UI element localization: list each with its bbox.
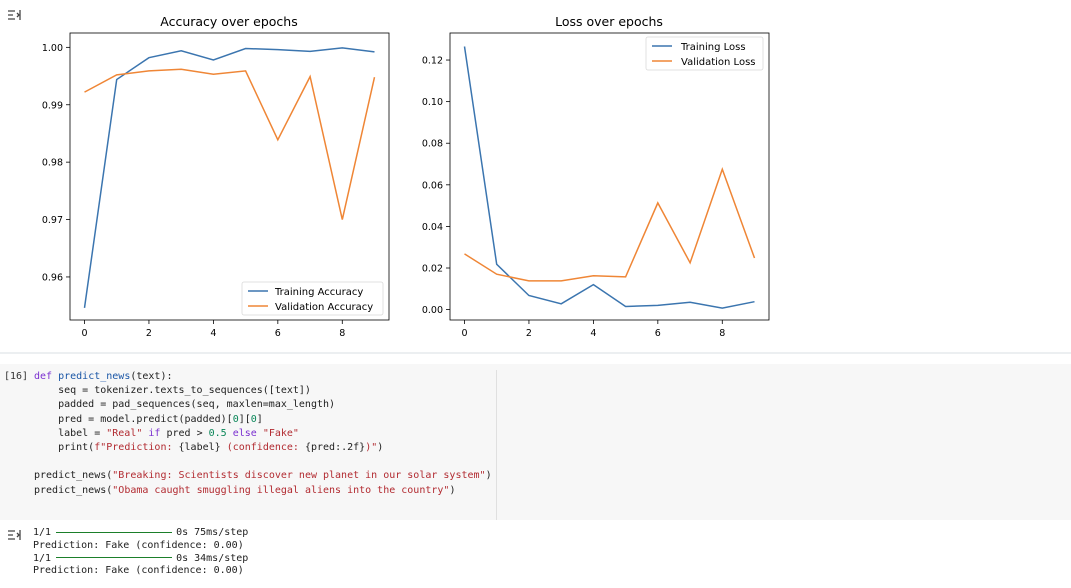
- legend-label-validation: Validation Loss: [681, 57, 756, 68]
- code-token: predict_news(: [34, 470, 113, 482]
- validation-series-line: [464, 166, 756, 282]
- prediction-line: Prediction: Fake (confidence: 0.00): [33, 565, 244, 577]
- y-tick-label: 0.08: [422, 139, 443, 150]
- code-token: predict_news(: [34, 484, 113, 496]
- loss-chart: Loss over epochs 0 2 4 6 8 0.00 0.02 0.04 0.06 0.…: [422, 14, 770, 339]
- x-tick-label: 4: [590, 328, 596, 339]
- y-tick-label: 0.10: [422, 97, 443, 108]
- series-lines: [463, 46, 756, 309]
- code-token: )": [365, 442, 378, 454]
- axis-ticks: 0 2 4 6 8 0.96 0.97 0.98 0.99 1.00: [42, 43, 345, 339]
- code-token: ): [377, 442, 384, 454]
- code-token: 0: [250, 413, 257, 425]
- training-series-line: [463, 46, 755, 309]
- x-tick-label: 2: [146, 328, 152, 339]
- progress-line: 1/1 0s 34ms/step: [33, 553, 248, 566]
- code-token: ][: [238, 413, 251, 425]
- code-token: {label}: [178, 442, 221, 454]
- code-token: f"Prediction:: [94, 442, 179, 454]
- y-tick-label: 0.00: [422, 305, 443, 316]
- x-tick-label: 6: [275, 328, 281, 339]
- y-tick-label: 0.98: [42, 158, 63, 169]
- training-series-line: [83, 47, 375, 309]
- step-count: 1/1: [33, 527, 52, 538]
- code-token: seq = tokenizer.texts_to_sequences([text…: [34, 385, 311, 397]
- editor-ruler: [496, 370, 497, 520]
- code-token: 0.5: [208, 427, 227, 439]
- x-tick-label: 0: [461, 328, 467, 339]
- execution-count[interactable]: [16]: [4, 371, 29, 382]
- y-tick-label: 0.02: [422, 264, 443, 275]
- x-tick-label: 8: [719, 328, 725, 339]
- code-token: "Obama caught smuggling illegal aliens i…: [112, 484, 450, 496]
- legend-label-validation: Validation Accuracy: [275, 302, 373, 313]
- progress-bar: [56, 531, 173, 533]
- validation-series-line: [84, 68, 376, 220]
- y-tick-label: 0.99: [42, 100, 63, 111]
- x-tick-label: 8: [339, 328, 345, 339]
- code-token: if: [142, 427, 167, 439]
- legend: Training Accuracy Validation Accuracy: [241, 281, 384, 316]
- plot-area: [69, 32, 390, 321]
- output-toggle-icon[interactable]: [6, 7, 24, 25]
- x-tick-label: 0: [81, 328, 87, 339]
- code-token: (confidence:: [220, 442, 305, 454]
- progress-bar: [56, 557, 173, 559]
- y-tick-label: 1.00: [42, 43, 63, 54]
- step-time: 0s 75ms/step: [176, 527, 249, 538]
- plot-area: [449, 32, 770, 321]
- code-token: {pred:.2f}: [304, 442, 366, 454]
- y-tick-label: 0.06: [422, 180, 443, 191]
- x-tick-label: 6: [655, 328, 661, 339]
- code-token: padded = pad_sequences(seq, maxlen=max_l…: [34, 399, 336, 411]
- prediction-line: Prediction: Fake (confidence: 0.00): [33, 539, 244, 551]
- code-token: else: [226, 427, 263, 439]
- step-time: 0s 34ms/step: [176, 552, 249, 564]
- cell-divider: [0, 352, 1071, 354]
- progress-line: 1/1 0s 75ms/step: [33, 527, 248, 540]
- code-token: "Fake": [262, 427, 299, 439]
- code-token: ]: [256, 413, 263, 425]
- x-tick-label: 2: [526, 328, 532, 339]
- code-token: print(: [34, 442, 95, 454]
- code-token: pred = model.predict(padded)[: [34, 413, 233, 425]
- chart-title: Loss over epochs: [555, 14, 663, 29]
- y-tick-label: 0.96: [42, 272, 63, 283]
- code-cell[interactable]: [0, 364, 1071, 520]
- legend: Training Loss Validation Loss: [645, 36, 764, 71]
- code-token: "Real": [106, 427, 143, 439]
- code-token: pred >: [166, 427, 209, 439]
- code-token: (text):: [130, 371, 173, 382]
- code-token: def: [34, 371, 59, 382]
- y-tick-label: 0.04: [422, 222, 443, 233]
- chart-title: Accuracy over epochs: [160, 14, 297, 29]
- code-token: ): [485, 470, 492, 482]
- code-token: 0: [232, 413, 239, 425]
- axis-ticks: 0 2 4 6 8 0.00 0.02 0.04 0.06 0.08 0.10 0.12: [422, 56, 725, 339]
- code-editor[interactable]: def predict_news(text): seq = tokenizer.…: [34, 370, 492, 498]
- output-toggle-icon[interactable]: [6, 527, 24, 545]
- step-count: 1/1: [33, 552, 52, 564]
- accuracy-chart: Accuracy over epochs 0 2 4 6 8 0.96 0.97 0.98 0.…: [42, 14, 390, 339]
- figure-output: Accuracy over epochs 0 2 4 6 8 0.96 0.97 0.98 0.…: [42, 14, 770, 339]
- legend-label-training: Training Loss: [680, 42, 746, 53]
- series-lines: [83, 47, 376, 309]
- code-token: label =: [34, 427, 107, 439]
- code-token: ): [449, 484, 456, 496]
- y-tick-label: 0.97: [42, 215, 63, 226]
- code-token: predict_news: [58, 371, 131, 382]
- legend-label-training: Training Accuracy: [274, 287, 363, 298]
- cell-output: 1/1 0s 75ms/step Prediction: Fake (confid…: [33, 527, 248, 578]
- x-tick-label: 4: [210, 328, 216, 339]
- code-token: "Breaking: Scientists discover new plane…: [112, 470, 486, 482]
- y-tick-label: 0.12: [422, 56, 443, 67]
